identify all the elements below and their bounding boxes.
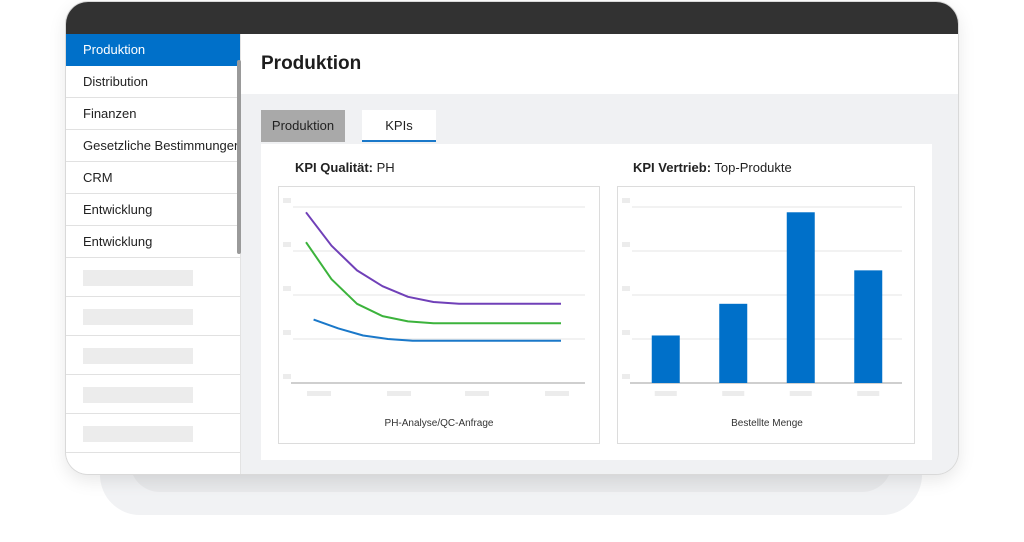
line-series-3 [313,318,561,342]
bar-3 [786,212,815,383]
x-tick-label-placeholder [722,391,745,396]
kpi-quality-title: KPI Qualität: PH [295,160,395,175]
y-tick-label-placeholder [283,242,291,247]
sidebar-item-gesetzliche-bestimmungen[interactable]: Gesetzliche Bestimmungen [66,130,240,162]
x-tick-label-placeholder [465,391,489,396]
placeholder-bar [83,426,193,442]
main-content: Produktion Produktion KPIs KPI Qualität:… [241,34,958,474]
y-tick-label-placeholder [622,330,630,335]
placeholder-bar [83,348,193,364]
sidebar-item-finanzen[interactable]: Finanzen [66,98,240,130]
x-tick-label-placeholder [387,391,411,396]
x-axis-label: Bestellte Menge [731,418,803,429]
kpi-sales-title-bold: KPI Vertrieb: [633,160,712,175]
y-tick-label-placeholder [622,242,630,247]
y-tick-label-placeholder [622,198,630,203]
sidebar-item-distribution[interactable]: Distribution [66,66,240,98]
bar-1 [651,335,680,383]
line-series-2 [305,241,561,325]
line-chart: PH-Analyse/QC-Anfrage [278,186,600,444]
y-tick-label-placeholder [622,374,630,379]
y-tick-label-placeholder [283,330,291,335]
line-chart-svg: PH-Analyse/QC-Anfrage [283,198,585,429]
title-bar [66,2,958,34]
bar-2 [719,303,748,383]
bar-chart: Bestellte Menge [617,186,915,444]
sidebar-item-produktion[interactable]: Produktion [66,34,240,66]
x-tick-label-placeholder [545,391,569,396]
tab-produktion[interactable]: Produktion [261,110,345,142]
y-tick-label-placeholder [622,286,630,291]
sidebar-placeholder-item [66,297,240,336]
kpi-quality-title-bold: KPI Qualität: [295,160,374,175]
x-tick-label-placeholder [307,391,331,396]
line-series-1 [305,211,561,305]
y-tick-label-placeholder [283,286,291,291]
sidebar-placeholder-item [66,258,240,297]
sidebar-item-entwicklung[interactable]: Entwicklung [66,194,240,226]
tab-kpis[interactable]: KPIs [362,110,436,142]
kpi-card: KPI Qualität: PH KPI Vertrieb: Top-Produ… [261,144,932,460]
sidebar-scrollbar[interactable] [237,60,241,254]
bar-chart-svg: Bestellte Menge [622,198,902,429]
kpi-sales-title-value: Top-Produkte [714,160,792,175]
y-tick-label-placeholder [283,198,291,203]
y-tick-label-placeholder [283,374,291,379]
page-title: Produktion [261,53,362,74]
x-axis-label: PH-Analyse/QC-Anfrage [385,418,494,429]
x-tick-label-placeholder [654,391,677,396]
sidebar-placeholder-item [66,336,240,375]
placeholder-bar [83,270,193,286]
placeholder-bar [83,387,193,403]
kpi-sales-title: KPI Vertrieb: Top-Produkte [633,160,792,175]
x-tick-label-placeholder [857,391,880,396]
sidebar-item-entwicklung-2[interactable]: Entwicklung [66,226,240,258]
sidebar-item-crm[interactable]: CRM [66,162,240,194]
page-header: Produktion [241,34,958,94]
placeholder-bar [83,309,193,325]
x-tick-label-placeholder [789,391,812,396]
app-window: Produktion Distribution Finanzen Gesetzl… [66,2,958,474]
sidebar: Produktion Distribution Finanzen Gesetzl… [66,34,241,474]
sidebar-placeholder-item [66,375,240,414]
sidebar-placeholder-item [66,414,240,453]
bar-4 [854,270,883,383]
kpi-quality-title-value: PH [376,160,395,175]
